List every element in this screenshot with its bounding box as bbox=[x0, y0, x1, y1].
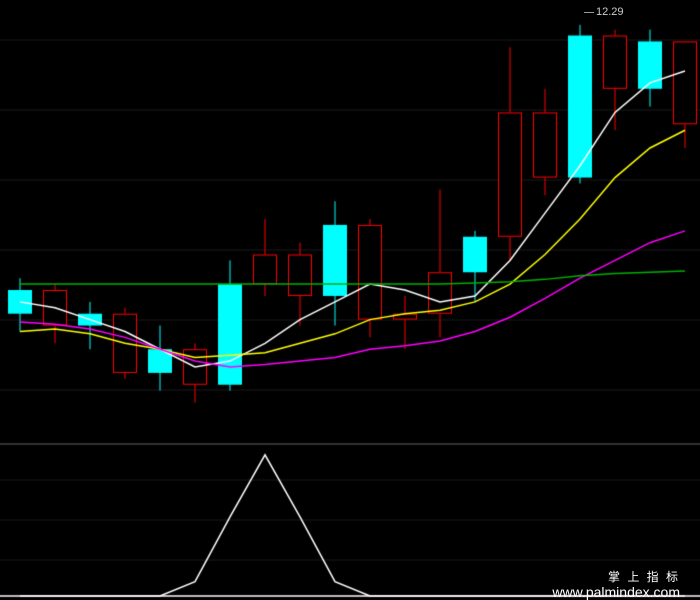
candlestick-chart bbox=[0, 0, 700, 599]
watermark-line-1: 掌 上 指 标 bbox=[608, 568, 680, 585]
high-price-label: 12.29 bbox=[596, 6, 624, 18]
price-tick-mark bbox=[584, 12, 594, 14]
watermark-line-2: www.palmindex.com bbox=[552, 584, 680, 600]
